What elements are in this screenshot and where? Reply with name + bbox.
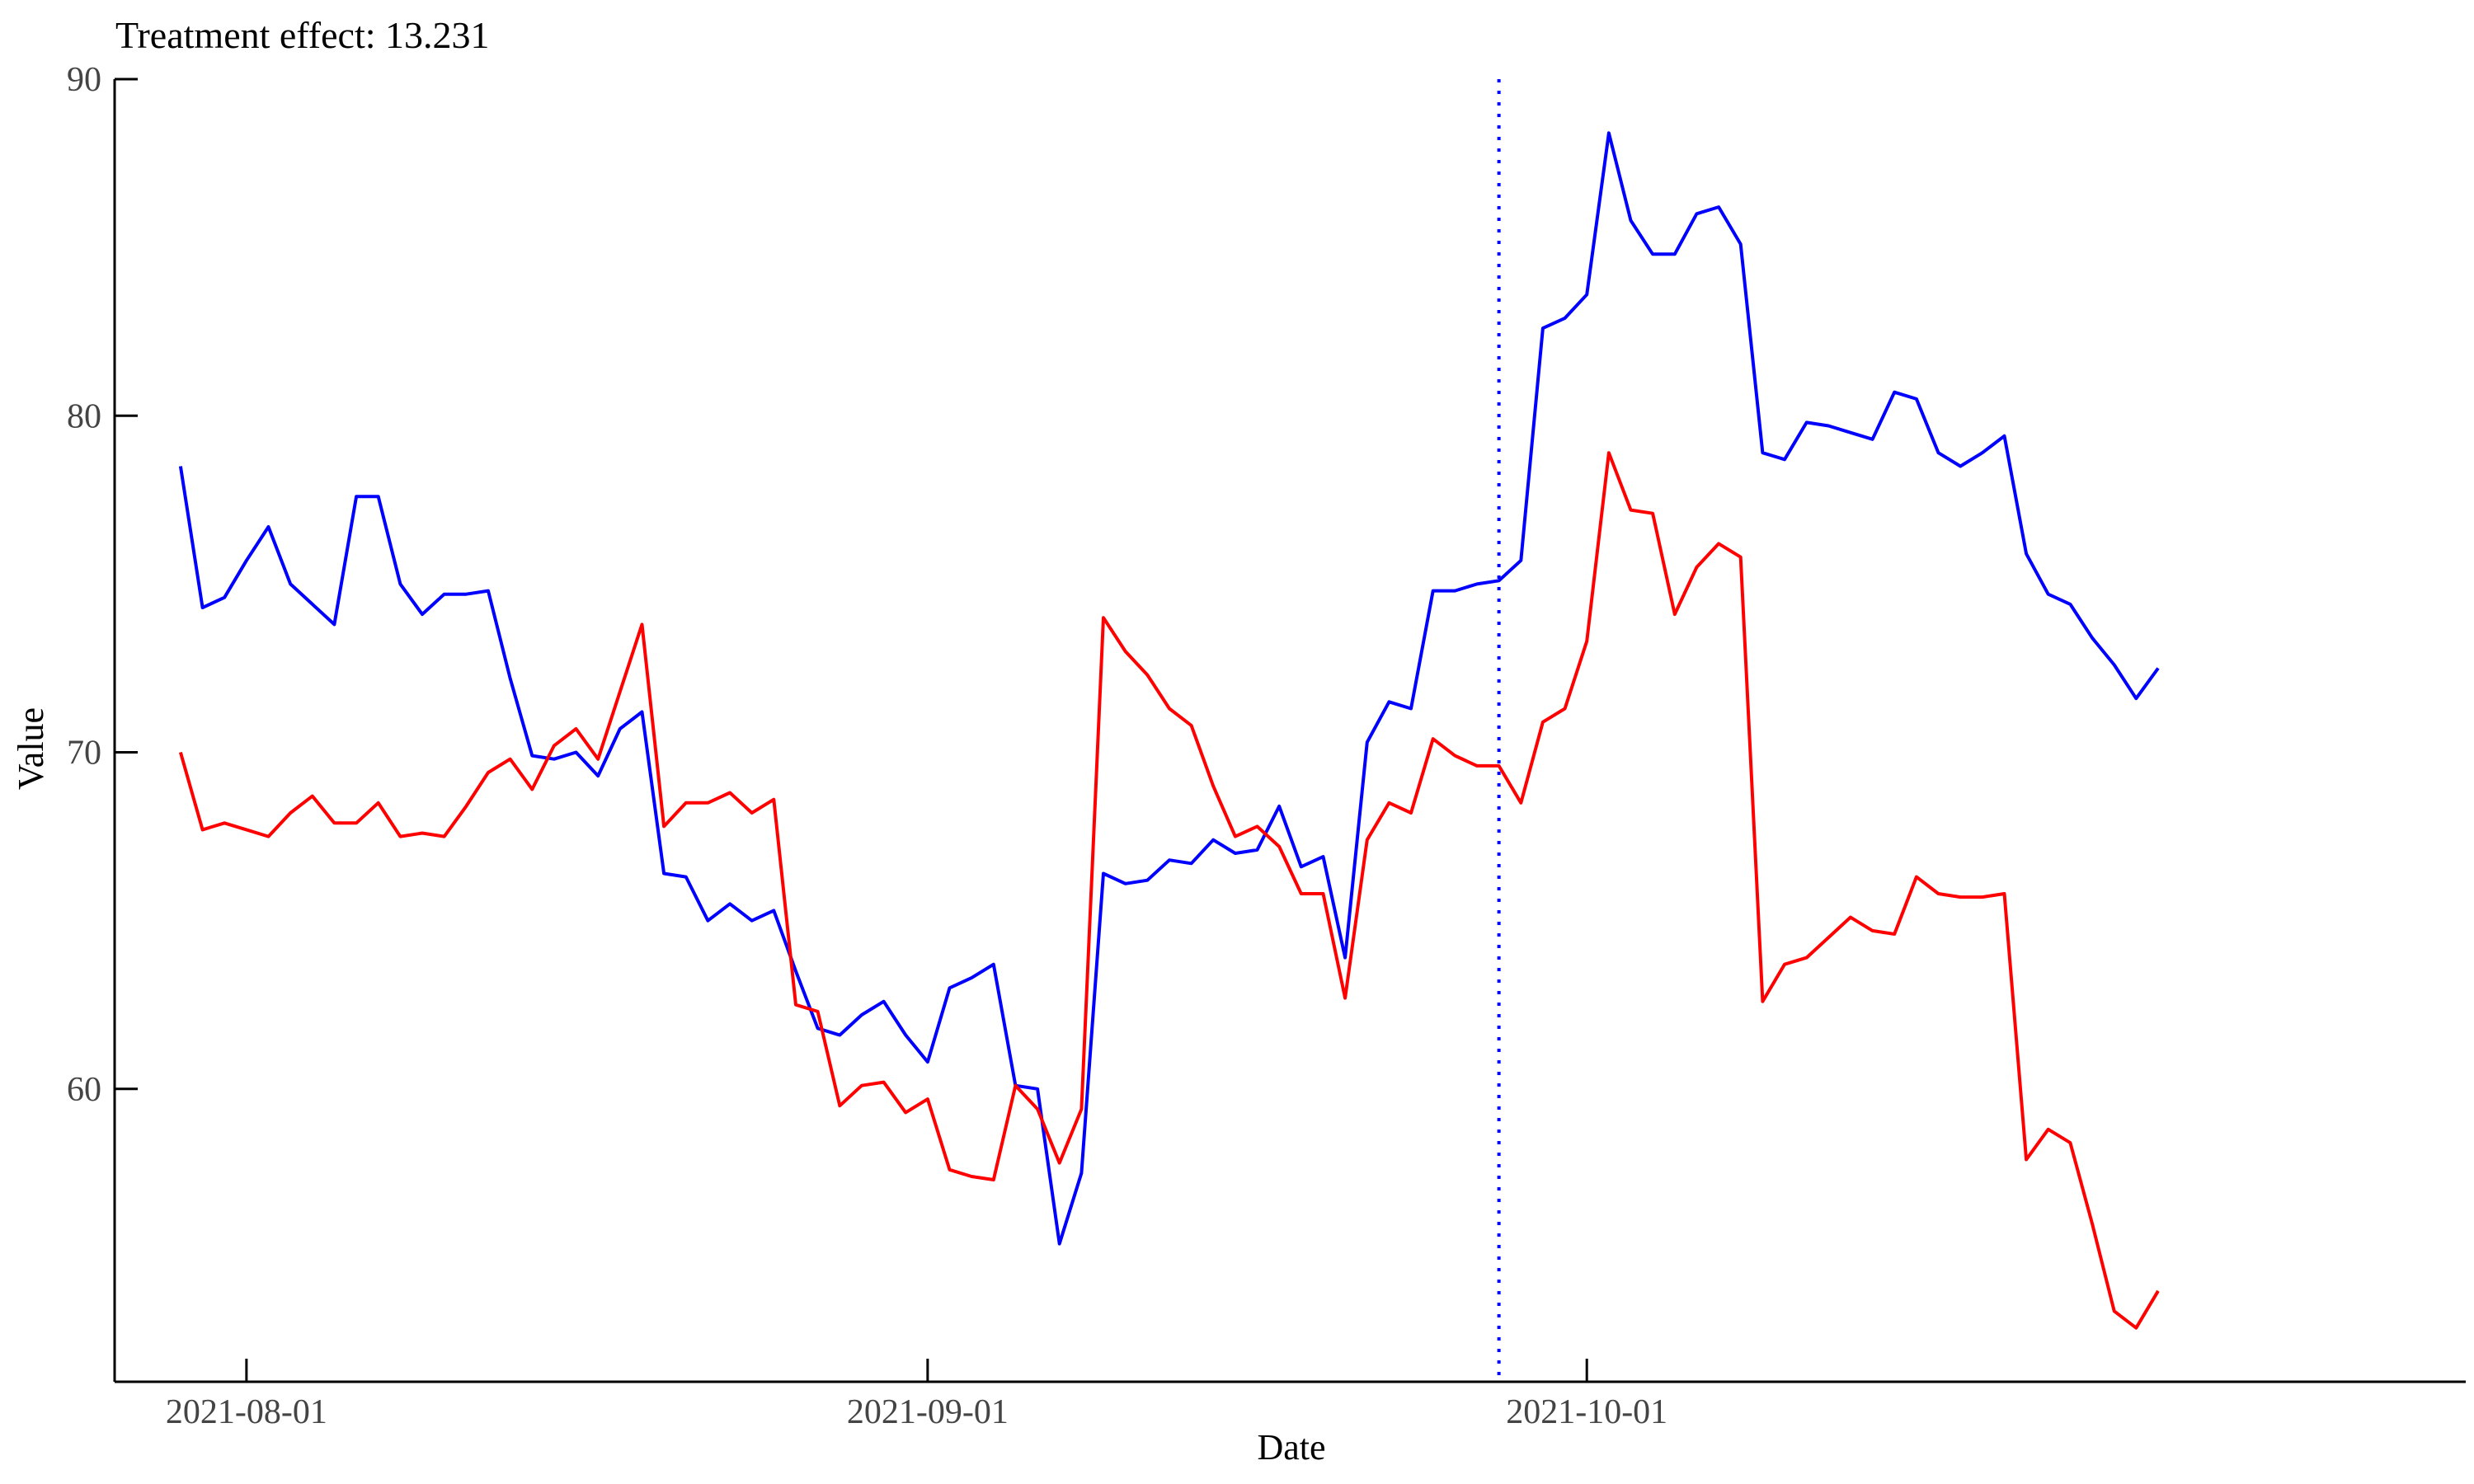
y-tick-label: 90 [67,61,101,99]
y-tick-label: 80 [67,397,101,435]
series-layer [178,131,2160,1330]
x-tick-label: 2021-08-01 [166,1393,327,1431]
x-ticks: 2021-08-01 2021-09-01 2021-10-01 [166,1359,1667,1431]
y-tick-label: 60 [67,1071,101,1109]
x-axis-label: Date [1257,1427,1325,1468]
series-line-1 [178,131,2160,1246]
y-ticks: 60 70 80 90 [67,61,138,1109]
y-tick-label: 70 [67,735,101,773]
x-tick-label: 2021-10-01 [1506,1393,1667,1431]
series-line-2 [178,451,2160,1330]
x-tick-label: 2021-09-01 [847,1393,1009,1431]
chart-title: Treatment effect: 13.231 [115,14,490,56]
y-axis-label: Value [11,707,51,790]
